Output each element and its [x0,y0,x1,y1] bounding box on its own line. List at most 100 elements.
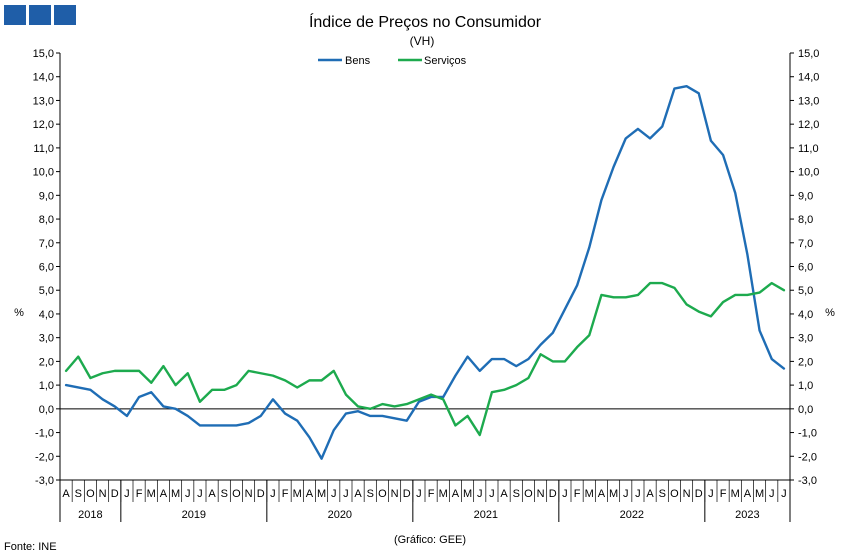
data-point-bens [89,389,92,391]
data-point-bens [406,420,408,422]
x-tick-label-month: O [232,488,241,500]
x-tick-label-month: M [293,488,302,500]
data-point-servicos [783,289,785,291]
data-point-servicos [393,405,396,408]
y-tick-label-left: 10,0 [33,167,54,179]
x-tick-label-month: J [781,488,787,500]
data-point-bens [77,386,79,389]
data-point-bens [698,92,700,94]
data-point-servicos [564,360,566,362]
y-axis-label-left: % [14,307,24,319]
data-point-servicos [430,394,432,396]
data-point-bens [418,401,420,403]
x-tick-label-month: S [513,488,520,500]
data-point-servicos [576,346,578,348]
data-point-servicos [89,377,92,379]
data-point-bens [661,125,663,128]
y-tick-label-right: -2,0 [798,451,817,463]
y-tick-label-left: -2,0 [35,451,54,463]
data-point-bens [734,192,736,194]
data-point-servicos [649,282,651,284]
x-tick-label-month: A [598,488,606,500]
data-point-servicos [406,403,408,405]
y-tick-label-left: 7,0 [39,238,54,250]
x-tick-label-month: J [270,488,276,500]
data-point-bens [564,308,566,310]
year-label: 2021 [474,509,498,521]
y-tick-label-right: 1,0 [798,380,813,392]
data-point-bens [333,429,335,431]
data-point-servicos [746,294,749,296]
data-point-bens [284,412,286,415]
x-tick-label-month: D [695,488,703,500]
data-point-servicos [162,365,165,367]
chart-title: Índice de Preços no Consumidor [309,12,542,31]
source-note: Fonte: INE [4,541,57,553]
legend-label-servicos: Serviços [424,55,467,67]
x-tick-label-month: J [769,488,775,500]
data-point-bens [625,137,627,139]
data-point-bens [722,154,724,156]
x-tick-label-month: N [537,488,545,500]
x-tick-label-month: S [659,488,666,500]
year-label: 2018 [78,509,102,521]
data-point-servicos [454,424,457,427]
data-point-bens [771,358,773,360]
data-point-bens [612,166,615,168]
data-point-servicos [698,310,700,313]
data-point-bens [491,358,493,360]
data-point-bens [430,396,432,398]
data-point-servicos [381,403,384,405]
y-tick-label-left: 3,0 [39,333,54,345]
data-point-servicos [734,294,736,296]
x-tick-label-month: D [257,488,265,500]
x-tick-label-month: M [755,488,764,500]
x-tick-label-month: J [197,488,203,500]
data-point-bens [357,410,359,412]
data-point-bens [758,329,761,332]
data-point-bens [685,85,688,87]
y-tick-label-right: 0,0 [798,404,813,416]
x-tick-label-month: M [439,488,448,500]
y-axis-label-right: % [825,307,835,319]
x-tick-label-month: F [428,488,435,500]
x-tick-label-month: F [136,488,143,500]
y-tick-label-right: -1,0 [798,428,817,440]
data-point-bens [515,365,517,367]
data-point-servicos [211,389,213,391]
data-point-servicos [673,287,676,289]
data-point-bens [345,412,347,415]
data-point-servicos [345,394,347,396]
x-tick-label-month: D [549,488,557,500]
data-point-bens [746,254,749,256]
data-point-servicos [235,384,238,386]
y-tick-label-left: -1,0 [35,428,54,440]
logo-block-1 [4,5,26,25]
data-point-bens [223,424,225,427]
data-point-bens [162,405,165,408]
data-point-servicos [284,379,286,381]
y-tick-label-right: -3,0 [798,475,817,487]
data-point-bens [393,417,396,419]
data-point-servicos [515,384,517,386]
data-point-bens [442,396,444,398]
data-point-servicos [223,389,225,391]
data-point-servicos [247,370,250,372]
y-tick-label-left: 12,0 [33,119,54,131]
y-tick-label-left: 6,0 [39,262,54,274]
data-point-servicos [600,294,603,296]
x-tick-label-month: J [635,488,641,500]
y-tick-label-left: 0,0 [39,404,54,416]
x-tick-label-month: S [75,488,82,500]
y-tick-label-left: 9,0 [39,190,54,202]
year-label: 2019 [182,509,206,521]
x-tick-label-month: A [452,488,460,500]
data-point-servicos [771,282,773,284]
y-tick-label-left: 5,0 [39,285,54,297]
data-point-servicos [150,382,152,384]
x-tick-label-month: M [609,488,618,500]
year-label: 2023 [735,509,759,521]
data-point-servicos [357,405,359,408]
y-tick-label-left: 15,0 [33,48,54,60]
